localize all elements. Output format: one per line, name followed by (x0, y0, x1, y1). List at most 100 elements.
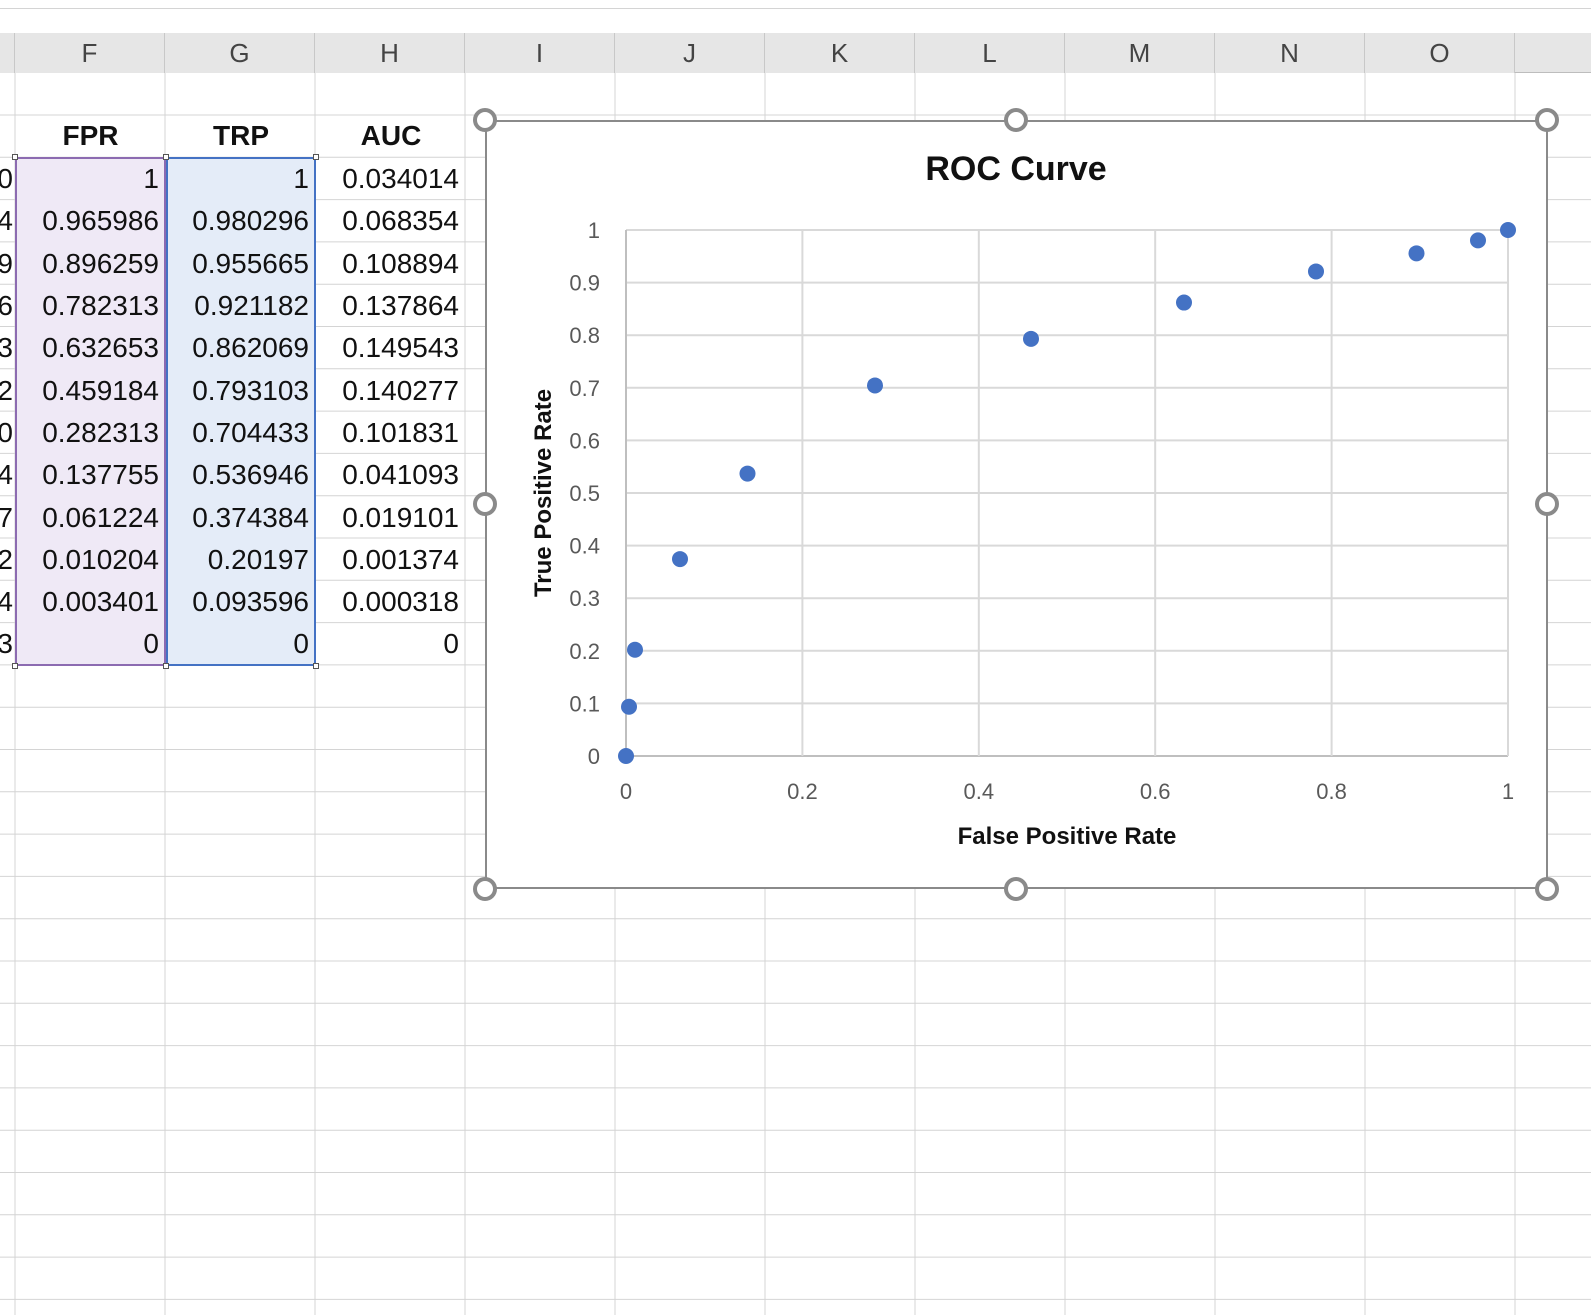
column-header-j[interactable]: J (615, 33, 765, 73)
cell-fpr[interactable]: 0.003401 (42, 586, 159, 618)
cell-trp[interactable]: 1 (293, 163, 309, 195)
x-tick-label: 0.2 (787, 779, 818, 804)
range-handle[interactable] (163, 154, 169, 160)
y-tick-label: 0.1 (569, 691, 600, 716)
cell-fpr[interactable]: 0.282313 (42, 416, 159, 448)
truncated-cell-e[interactable]: 6 (0, 290, 13, 322)
truncated-cell-e[interactable]: 7 (0, 501, 13, 533)
range-handle[interactable] (313, 663, 319, 669)
truncated-cell-e[interactable]: 4 (0, 205, 13, 237)
header-fpr[interactable]: FPR (62, 120, 119, 151)
data-point[interactable] (1176, 294, 1192, 311)
cell-auc[interactable]: 0 (443, 628, 459, 660)
chart-title: ROC Curve (925, 150, 1106, 188)
cell-fpr[interactable]: 0 (143, 628, 159, 660)
range-handle[interactable] (12, 663, 18, 669)
data-point[interactable] (626, 641, 643, 658)
truncated-cell-e[interactable]: 3 (0, 332, 13, 364)
column-header-n[interactable]: N (1215, 33, 1365, 73)
column-header-l[interactable]: L (915, 33, 1065, 73)
cell-fpr[interactable]: 0.896259 (42, 247, 159, 279)
column-header-f[interactable]: F (15, 33, 165, 73)
cell-auc[interactable]: 0.019101 (342, 501, 459, 533)
x-tick-label: 0.6 (1140, 779, 1171, 804)
cell-fpr[interactable]: 0.632653 (42, 332, 159, 364)
y-tick-label: 0.6 (569, 428, 600, 453)
cell-trp[interactable]: 0 (293, 628, 309, 660)
cell-trp[interactable]: 0.374384 (192, 501, 309, 533)
cell-trp[interactable]: 0.704433 (192, 416, 309, 448)
chart-resize-handle[interactable] (1535, 108, 1559, 132)
data-point[interactable] (1408, 245, 1425, 262)
cell-trp[interactable]: 0.793103 (192, 374, 309, 406)
chart-resize-handle[interactable] (473, 877, 497, 901)
data-point[interactable] (1023, 330, 1040, 347)
cell-fpr[interactable]: 0.010204 (42, 543, 159, 575)
cell-auc[interactable]: 0.137864 (342, 290, 459, 322)
chart-resize-handle[interactable] (1004, 108, 1028, 132)
x-tick-label: 0.4 (964, 779, 995, 804)
data-point[interactable] (739, 465, 756, 482)
cell-fpr[interactable]: 0.061224 (42, 501, 159, 533)
cell-trp[interactable]: 0.921182 (194, 290, 309, 322)
column-header-g[interactable]: G (165, 33, 315, 73)
truncated-cell-e[interactable]: 2 (0, 543, 13, 575)
cell-fpr[interactable]: 0.459184 (42, 374, 159, 406)
header-trp[interactable]: TRP (213, 120, 269, 151)
data-point[interactable] (1308, 263, 1324, 280)
truncated-cell-e[interactable]: 2 (0, 374, 13, 406)
cell-fpr[interactable]: 1 (143, 163, 159, 195)
y-tick-label: 0 (588, 744, 600, 769)
cell-auc[interactable]: 0.068354 (342, 205, 459, 237)
range-handle[interactable] (313, 154, 319, 160)
range-handle[interactable] (12, 154, 18, 160)
column-header-k[interactable]: K (765, 33, 915, 73)
cell-auc[interactable]: 0.149543 (342, 332, 459, 364)
cell-fpr[interactable]: 0.965986 (42, 205, 159, 237)
cell-trp[interactable]: 0.093596 (192, 586, 309, 618)
chart-resize-handle[interactable] (1004, 877, 1028, 901)
cell-trp[interactable]: 0.20197 (207, 543, 309, 575)
y-tick-label: 0.5 (569, 481, 600, 506)
data-point[interactable] (618, 748, 634, 764)
cell-auc[interactable]: 0.041093 (342, 459, 459, 491)
data-point[interactable] (1500, 222, 1516, 238)
column-header-o[interactable]: O (1365, 33, 1515, 73)
column-header-i[interactable]: I (465, 33, 615, 73)
cell-fpr[interactable]: 0.137755 (42, 459, 159, 491)
chart-resize-handle[interactable] (473, 492, 497, 516)
cell-auc[interactable]: 0.001374 (342, 543, 459, 575)
truncated-cell-e[interactable]: 4 (0, 586, 13, 618)
column-header-m[interactable]: M (1065, 33, 1215, 73)
cell-auc[interactable]: 0.000318 (342, 586, 459, 618)
truncated-cell-e[interactable]: 0 (0, 163, 13, 195)
cell-trp[interactable]: 0.980296 (192, 205, 309, 237)
cell-auc[interactable]: 0.101831 (342, 416, 459, 448)
cell-auc[interactable]: 0.140277 (342, 374, 459, 406)
fpr-selection-range[interactable] (15, 157, 166, 666)
cell-fpr[interactable]: 0.782313 (42, 290, 159, 322)
data-point[interactable] (620, 698, 637, 715)
truncated-cell-e[interactable]: 0 (0, 416, 13, 448)
data-point[interactable] (671, 551, 688, 568)
cell-trp[interactable]: 0.536946 (192, 459, 309, 491)
cell-auc[interactable]: 0.034014 (342, 163, 459, 195)
data-point[interactable] (867, 377, 884, 394)
cell-auc[interactable]: 0.108894 (342, 247, 459, 279)
roc-chart[interactable]: 0 0.1 0.2 0.3 0.4 0.5 0.6 0.7 0.8 0.9 1 0 0.2 0.4 0.6 0… (485, 120, 1548, 889)
trp-selection-range[interactable] (166, 157, 316, 666)
chart-resize-handle[interactable] (1535, 877, 1559, 901)
data-point[interactable] (1469, 232, 1486, 249)
truncated-cell-e[interactable]: 3 (0, 628, 13, 660)
column-header-e[interactable] (0, 33, 15, 73)
chart-resize-handle[interactable] (473, 108, 497, 132)
truncated-cell-e[interactable]: 9 (0, 247, 13, 279)
column-header-h[interactable]: H (315, 33, 465, 73)
range-handle[interactable] (163, 663, 169, 669)
truncated-cell-e[interactable]: 4 (0, 459, 13, 491)
cell-trp[interactable]: 0.955665 (192, 247, 309, 279)
chart-resize-handle[interactable] (1535, 492, 1559, 516)
cell-trp[interactable]: 0.862069 (192, 332, 309, 364)
header-auc[interactable]: AUC (360, 120, 422, 151)
